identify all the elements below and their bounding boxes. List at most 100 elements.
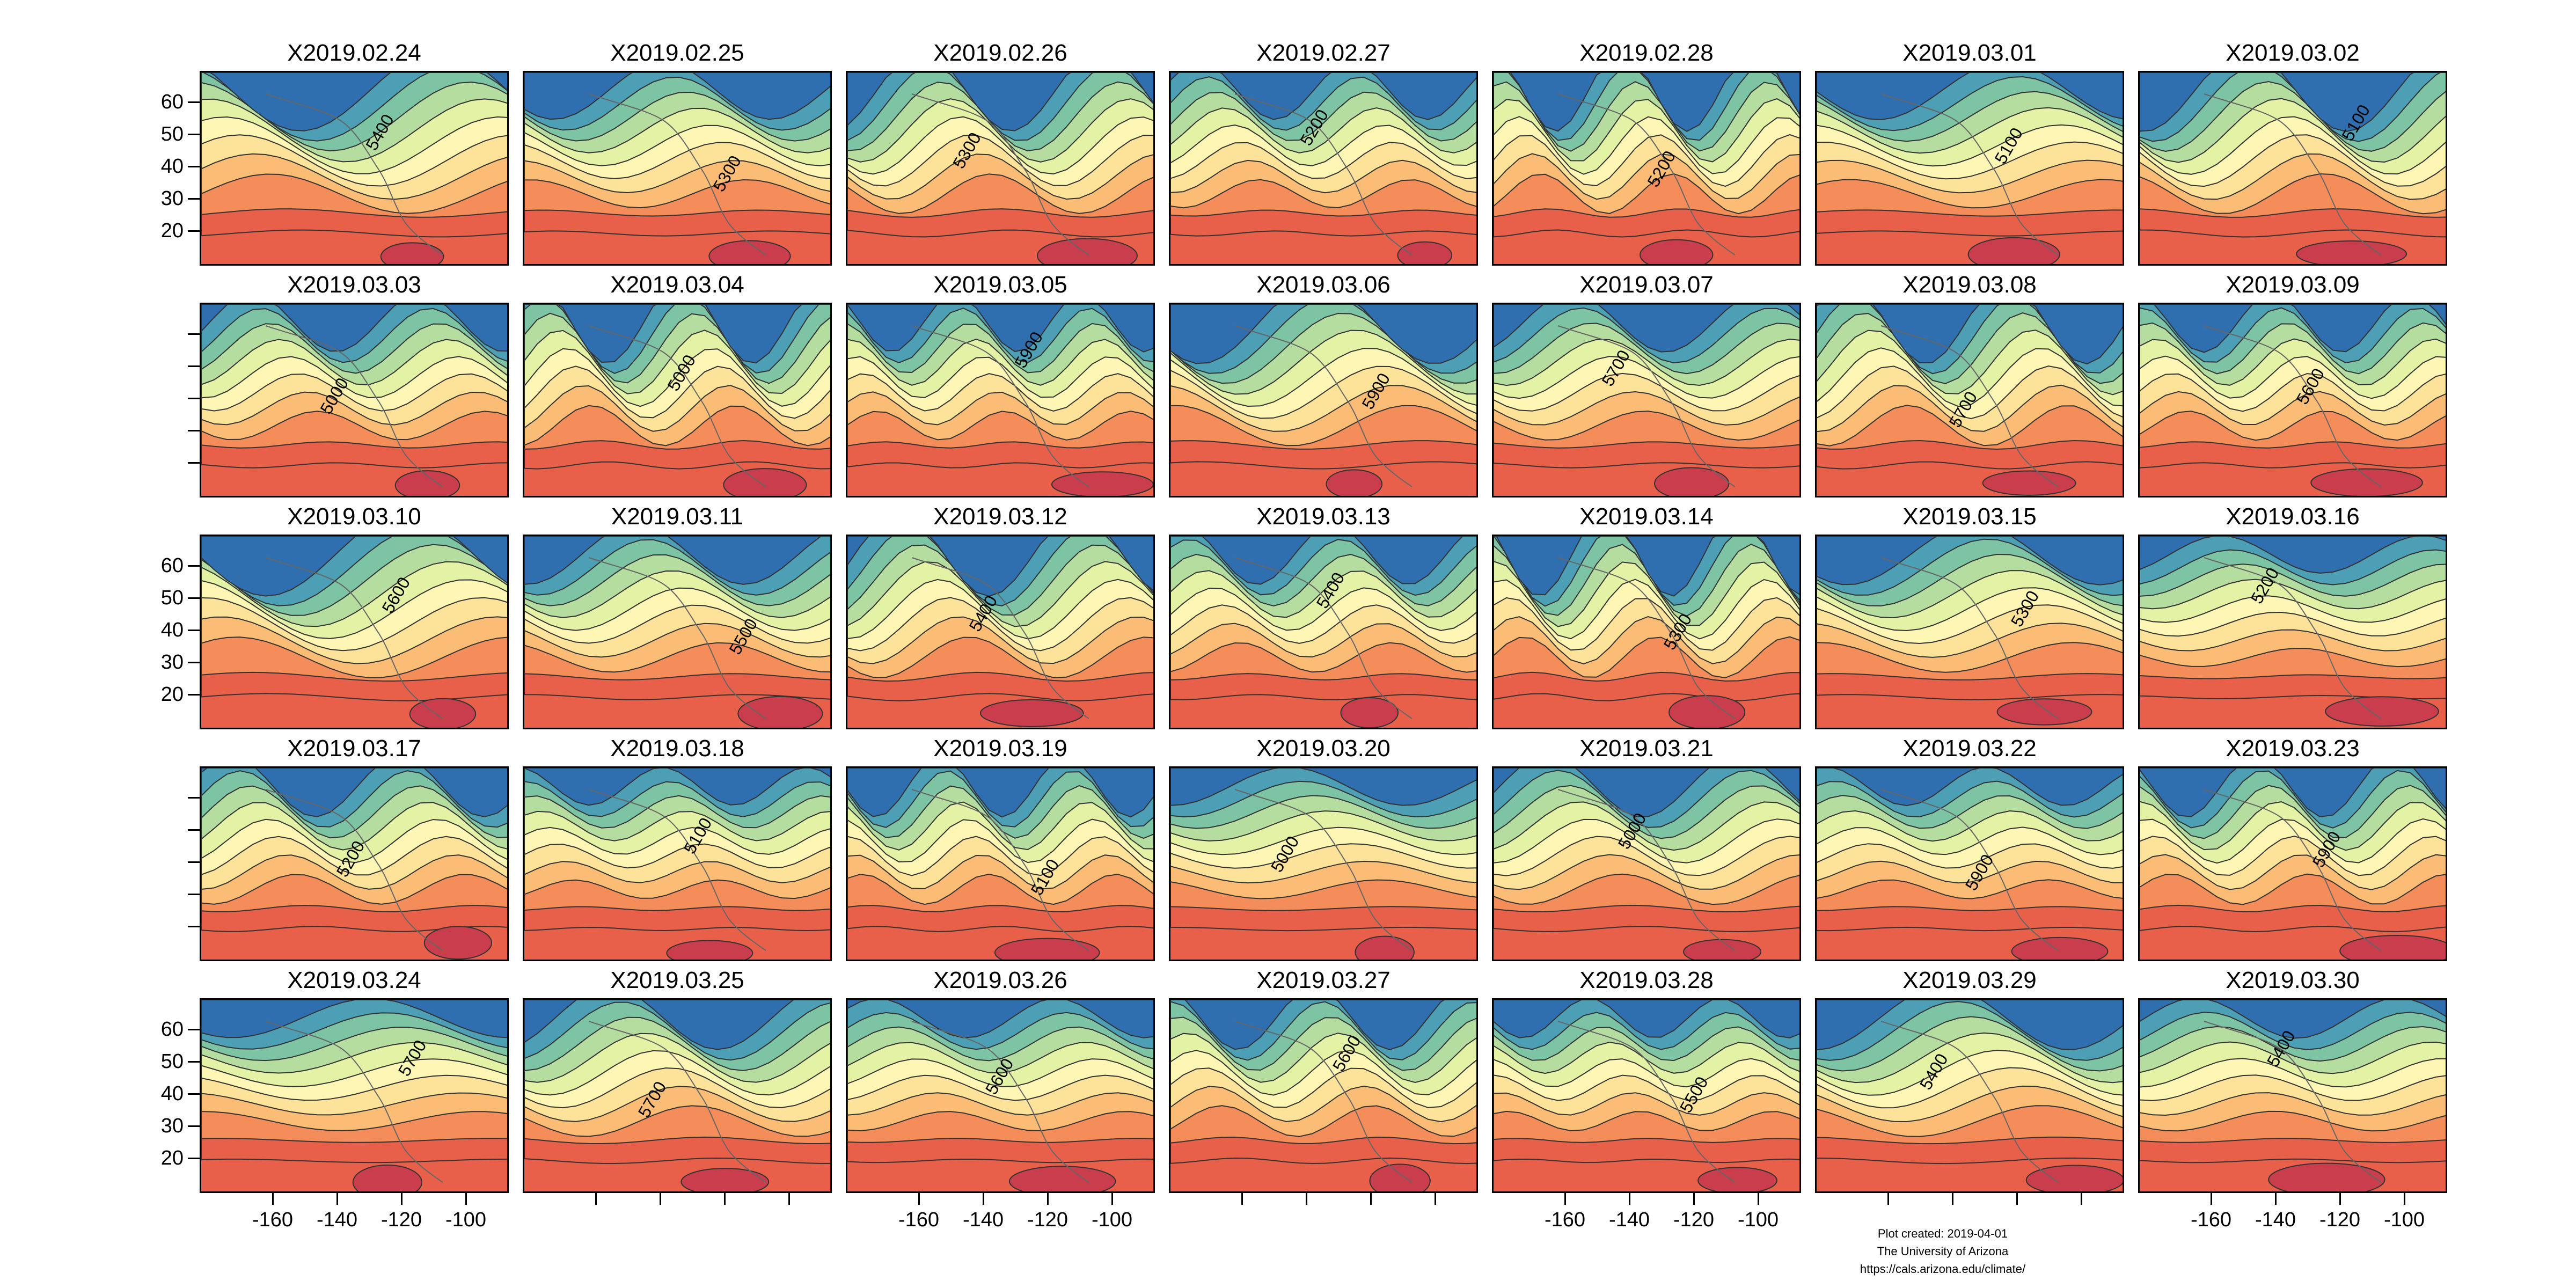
url-text: https://cals.arizona.edu/climate/ <box>1860 1262 2026 1276</box>
contour-fill-svg: 5700 <box>524 1000 830 1191</box>
y-tick-label: 60 <box>160 1018 184 1041</box>
coastline <box>1234 93 1413 255</box>
coastline <box>1880 557 2059 719</box>
map-panel: X2019.03.23 5900 <box>2138 735 2447 961</box>
contour-fill-svg: 5100 <box>1817 72 2123 264</box>
panel-date-title: X2019.03.01 <box>1902 40 2037 66</box>
panel-date-title: X2019.03.25 <box>610 967 744 993</box>
x-tick-mark <box>465 1193 467 1205</box>
map-panel: X2019.03.28 5500 -160 -140 -120 -100 <box>1492 967 1801 1231</box>
coastline <box>1557 93 1736 255</box>
panel-date-title: X2019.03.13 <box>1256 503 1391 530</box>
coastline <box>1234 789 1413 951</box>
panel-date-title: X2019.03.17 <box>287 735 421 762</box>
high-heights-cell <box>2325 696 2439 727</box>
contour-fill-svg: 5900 <box>847 304 1153 496</box>
x-tick-label: -140 <box>316 1209 358 1231</box>
high-heights-cell <box>1996 698 2092 726</box>
height-field-map: 5700 <box>1492 303 1801 497</box>
height-field-map: 5100 <box>846 766 1155 961</box>
map-panel: X2019.03.29 5400 <box>1815 967 2124 1205</box>
map-panel: X2019.03.07 5700 <box>1492 272 1801 497</box>
y-tick-mark <box>188 829 200 831</box>
height-field-map: 5600 <box>846 998 1155 1193</box>
coastline <box>2204 325 2382 487</box>
x-tick-mark <box>1952 1193 1953 1205</box>
contour-fill-svg: 5700 <box>1494 304 1799 496</box>
x-tick-label: -160 <box>1544 1209 1586 1231</box>
panel-date-title: X2019.03.11 <box>611 503 744 530</box>
contour-fill-svg: 5100 <box>2140 72 2446 264</box>
panel-date-title: X2019.03.06 <box>1256 272 1391 298</box>
contour-band <box>1170 768 1476 806</box>
y-tick-label: 60 <box>160 91 184 113</box>
contour-band <box>1817 72 2123 121</box>
contour-band <box>201 72 507 131</box>
x-tick-label: -120 <box>1673 1209 1715 1231</box>
map-panel: X2019.03.08 5700 <box>1815 272 2124 497</box>
x-tick-mark <box>983 1193 984 1205</box>
panel-date-title: X2019.03.18 <box>610 735 744 762</box>
height-field-map: 5700 <box>1815 303 2124 497</box>
height-field-map: 5300 <box>1815 535 2124 729</box>
map-panel: X2019.03.26 5600 -160 -140 -120 -100 <box>846 967 1155 1231</box>
y-tick-label: 30 <box>160 651 184 674</box>
x-tick-mark <box>660 1193 661 1205</box>
y-tick-mark <box>188 1158 200 1159</box>
panel-date-title: X2019.03.15 <box>1902 503 2037 530</box>
map-panel: X2019.03.21 5000 <box>1492 735 1801 961</box>
coastline <box>588 1021 766 1183</box>
coastline <box>588 789 766 951</box>
y-tick-label: 40 <box>160 619 184 641</box>
y-tick-mark <box>188 662 200 663</box>
contour-band <box>2140 768 2446 818</box>
contour-band <box>1817 768 2123 807</box>
height-field-map: 5000 <box>200 303 509 497</box>
high-heights-cell <box>1051 471 1153 496</box>
contour-fill-svg: 5400 <box>1170 536 1476 728</box>
x-tick-mark <box>1306 1193 1307 1205</box>
panel-date-title: X2019.03.08 <box>1902 272 2037 298</box>
high-heights-cell <box>2296 240 2407 264</box>
contour-band <box>1170 1000 1476 1050</box>
y-tick-mark <box>188 430 200 431</box>
contour-band <box>524 536 830 585</box>
map-panel: X2019.03.20 5000 <box>1169 735 1478 961</box>
x-tick-mark <box>1693 1193 1695 1205</box>
y-tick-mark <box>188 630 200 631</box>
panel-date-title: X2019.03.21 <box>1579 735 1714 762</box>
contour-band <box>201 768 507 818</box>
contour-fill-svg: 5900 <box>1170 304 1476 496</box>
high-heights-cell <box>380 242 444 264</box>
contour-band <box>847 768 1153 818</box>
high-heights-cell <box>994 938 1100 960</box>
map-panel: X2019.03.19 5100 <box>846 735 1155 961</box>
x-tick-mark <box>1047 1193 1049 1205</box>
x-tick-label: -100 <box>1737 1209 1779 1231</box>
contour-band <box>524 72 830 120</box>
contour-fill-svg: 5200 <box>1170 72 1476 264</box>
high-heights-cell <box>979 699 1084 727</box>
contour-band <box>1817 1000 2123 1051</box>
x-tick-mark <box>2081 1193 2082 1205</box>
map-panel: X2019.02.26 5300 <box>846 40 1155 266</box>
x-tick-mark <box>1629 1193 1630 1205</box>
contour-fill-svg: 5100 <box>524 768 830 960</box>
high-heights-cell <box>1654 467 1730 496</box>
panel-date-title: X2019.03.28 <box>1579 967 1714 993</box>
contour-fill-svg: 5400 <box>201 72 507 264</box>
coastline <box>911 557 1089 719</box>
panel-date-title: X2019.03.29 <box>1902 967 2037 993</box>
y-tick-label: 60 <box>160 554 184 577</box>
coastline <box>588 93 766 255</box>
y-tick-label: 50 <box>160 1050 184 1073</box>
y-tick-mark <box>188 1093 200 1095</box>
plot-created-text: Plot created: 2019-04-01 <box>1877 1227 2008 1240</box>
height-field-map: 5000 <box>523 303 832 497</box>
contour-fill-svg: 5300 <box>524 72 830 264</box>
contour-band <box>2140 304 2446 353</box>
high-heights-cell <box>723 468 807 496</box>
coastline <box>1234 557 1413 719</box>
x-tick-mark <box>1435 1193 1436 1205</box>
map-panel: X2019.03.13 5400 <box>1169 503 1478 729</box>
